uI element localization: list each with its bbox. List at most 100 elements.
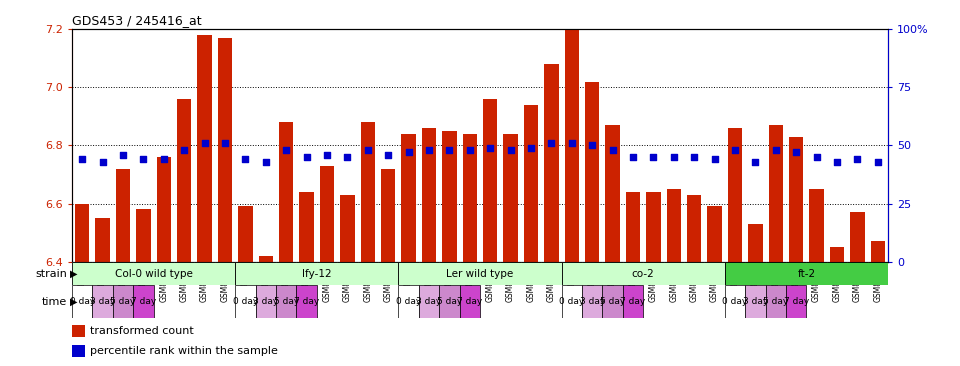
Bar	[483, 99, 497, 262]
Point	[340, 154, 355, 160]
Bar	[419, 285, 439, 318]
Text: 3 day: 3 day	[417, 298, 442, 306]
Text: 5 day: 5 day	[437, 298, 462, 306]
Point	[523, 145, 539, 151]
Bar	[258, 256, 273, 262]
Bar	[443, 131, 457, 262]
Bar	[440, 285, 460, 318]
Point	[707, 157, 722, 163]
Bar	[92, 285, 113, 318]
Point	[442, 147, 457, 153]
Text: GDS453 / 245416_at: GDS453 / 245416_at	[72, 14, 202, 27]
Text: time: time	[42, 297, 67, 307]
Point	[421, 147, 437, 153]
Point	[320, 152, 335, 158]
Bar	[72, 262, 235, 285]
Point	[95, 159, 110, 165]
Text: co-2: co-2	[632, 269, 655, 279]
Bar	[276, 285, 297, 318]
Text: strain: strain	[36, 269, 67, 279]
Text: 5 day: 5 day	[110, 298, 135, 306]
Bar	[666, 189, 681, 262]
Point	[809, 154, 825, 160]
Bar	[279, 122, 294, 262]
Bar	[708, 206, 722, 262]
Text: 3 day: 3 day	[743, 298, 768, 306]
Bar	[75, 203, 89, 262]
Point	[238, 157, 253, 163]
Point	[278, 147, 294, 153]
Text: ft-2: ft-2	[798, 269, 815, 279]
Text: 3 day: 3 day	[580, 298, 605, 306]
Bar	[136, 209, 151, 262]
Bar	[646, 192, 660, 262]
Bar	[766, 285, 786, 318]
Bar	[113, 285, 133, 318]
Point	[177, 147, 192, 153]
Bar	[300, 192, 314, 262]
Text: Ler wild type: Ler wild type	[446, 269, 514, 279]
Point	[115, 152, 131, 158]
Bar	[401, 134, 416, 262]
Bar	[585, 82, 599, 262]
Bar	[748, 224, 762, 262]
Point	[217, 140, 232, 146]
Point	[543, 140, 559, 146]
Point	[258, 159, 274, 165]
Bar	[72, 345, 85, 357]
Text: 5 day: 5 day	[763, 298, 788, 306]
Point	[401, 150, 417, 156]
Text: percentile rank within the sample: percentile rank within the sample	[90, 346, 277, 356]
Text: 3 day: 3 day	[253, 298, 278, 306]
Bar	[687, 195, 702, 262]
Bar	[398, 262, 562, 285]
Point	[585, 142, 600, 148]
Bar	[829, 247, 844, 262]
Bar	[460, 285, 480, 318]
Bar	[623, 285, 643, 318]
Text: 3 day: 3 day	[90, 298, 115, 306]
Point	[360, 147, 375, 153]
Bar	[728, 128, 742, 262]
Bar	[606, 125, 620, 262]
Point	[605, 147, 620, 153]
Bar	[297, 285, 317, 318]
Point	[788, 150, 804, 156]
Bar	[871, 241, 885, 262]
Text: 7 day: 7 day	[620, 298, 646, 306]
Point	[646, 154, 661, 160]
Bar	[725, 285, 745, 318]
Text: 7 day: 7 day	[294, 298, 320, 306]
Bar	[809, 189, 824, 262]
Bar	[381, 169, 396, 262]
Bar	[562, 262, 725, 285]
Text: 7 day: 7 day	[131, 298, 156, 306]
Text: 0 day: 0 day	[69, 298, 95, 306]
Bar	[235, 262, 398, 285]
Point	[299, 154, 314, 160]
Text: 7 day: 7 day	[457, 298, 483, 306]
Text: 0 day: 0 day	[559, 298, 585, 306]
Bar	[198, 35, 212, 262]
Bar	[398, 285, 419, 318]
Text: lfy-12: lfy-12	[302, 269, 331, 279]
Point	[768, 147, 783, 153]
Point	[483, 145, 498, 151]
Text: transformed count: transformed count	[90, 326, 194, 336]
Bar	[116, 169, 131, 262]
Point	[197, 140, 212, 146]
Text: 0 day: 0 day	[396, 298, 421, 306]
Bar	[544, 64, 559, 262]
Bar	[218, 38, 232, 262]
Bar	[133, 285, 154, 318]
Bar	[789, 137, 804, 262]
Text: ▶: ▶	[70, 269, 78, 279]
Point	[380, 152, 396, 158]
Bar	[562, 285, 582, 318]
Point	[503, 147, 518, 153]
Bar	[626, 192, 640, 262]
Bar	[72, 285, 92, 318]
Bar	[177, 99, 191, 262]
Text: ▶: ▶	[70, 297, 78, 307]
Bar	[421, 128, 436, 262]
